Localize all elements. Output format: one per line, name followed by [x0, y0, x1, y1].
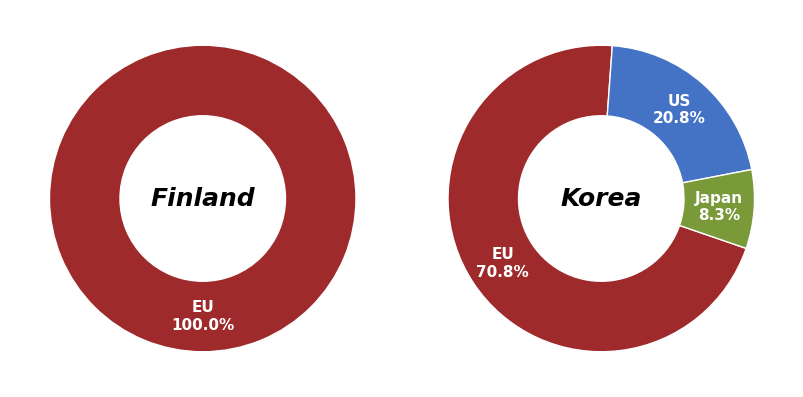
- Wedge shape: [679, 170, 753, 249]
- Text: EU
100.0%: EU 100.0%: [171, 300, 234, 333]
- Wedge shape: [50, 45, 356, 352]
- Text: Finland: Finland: [150, 187, 255, 210]
- Text: Korea: Korea: [560, 187, 641, 210]
- Text: US
20.8%: US 20.8%: [652, 94, 705, 127]
- Text: EU
70.8%: EU 70.8%: [476, 247, 528, 280]
- Wedge shape: [447, 45, 745, 352]
- Text: Japan
8.3%: Japan 8.3%: [694, 191, 742, 223]
- Wedge shape: [606, 46, 751, 183]
